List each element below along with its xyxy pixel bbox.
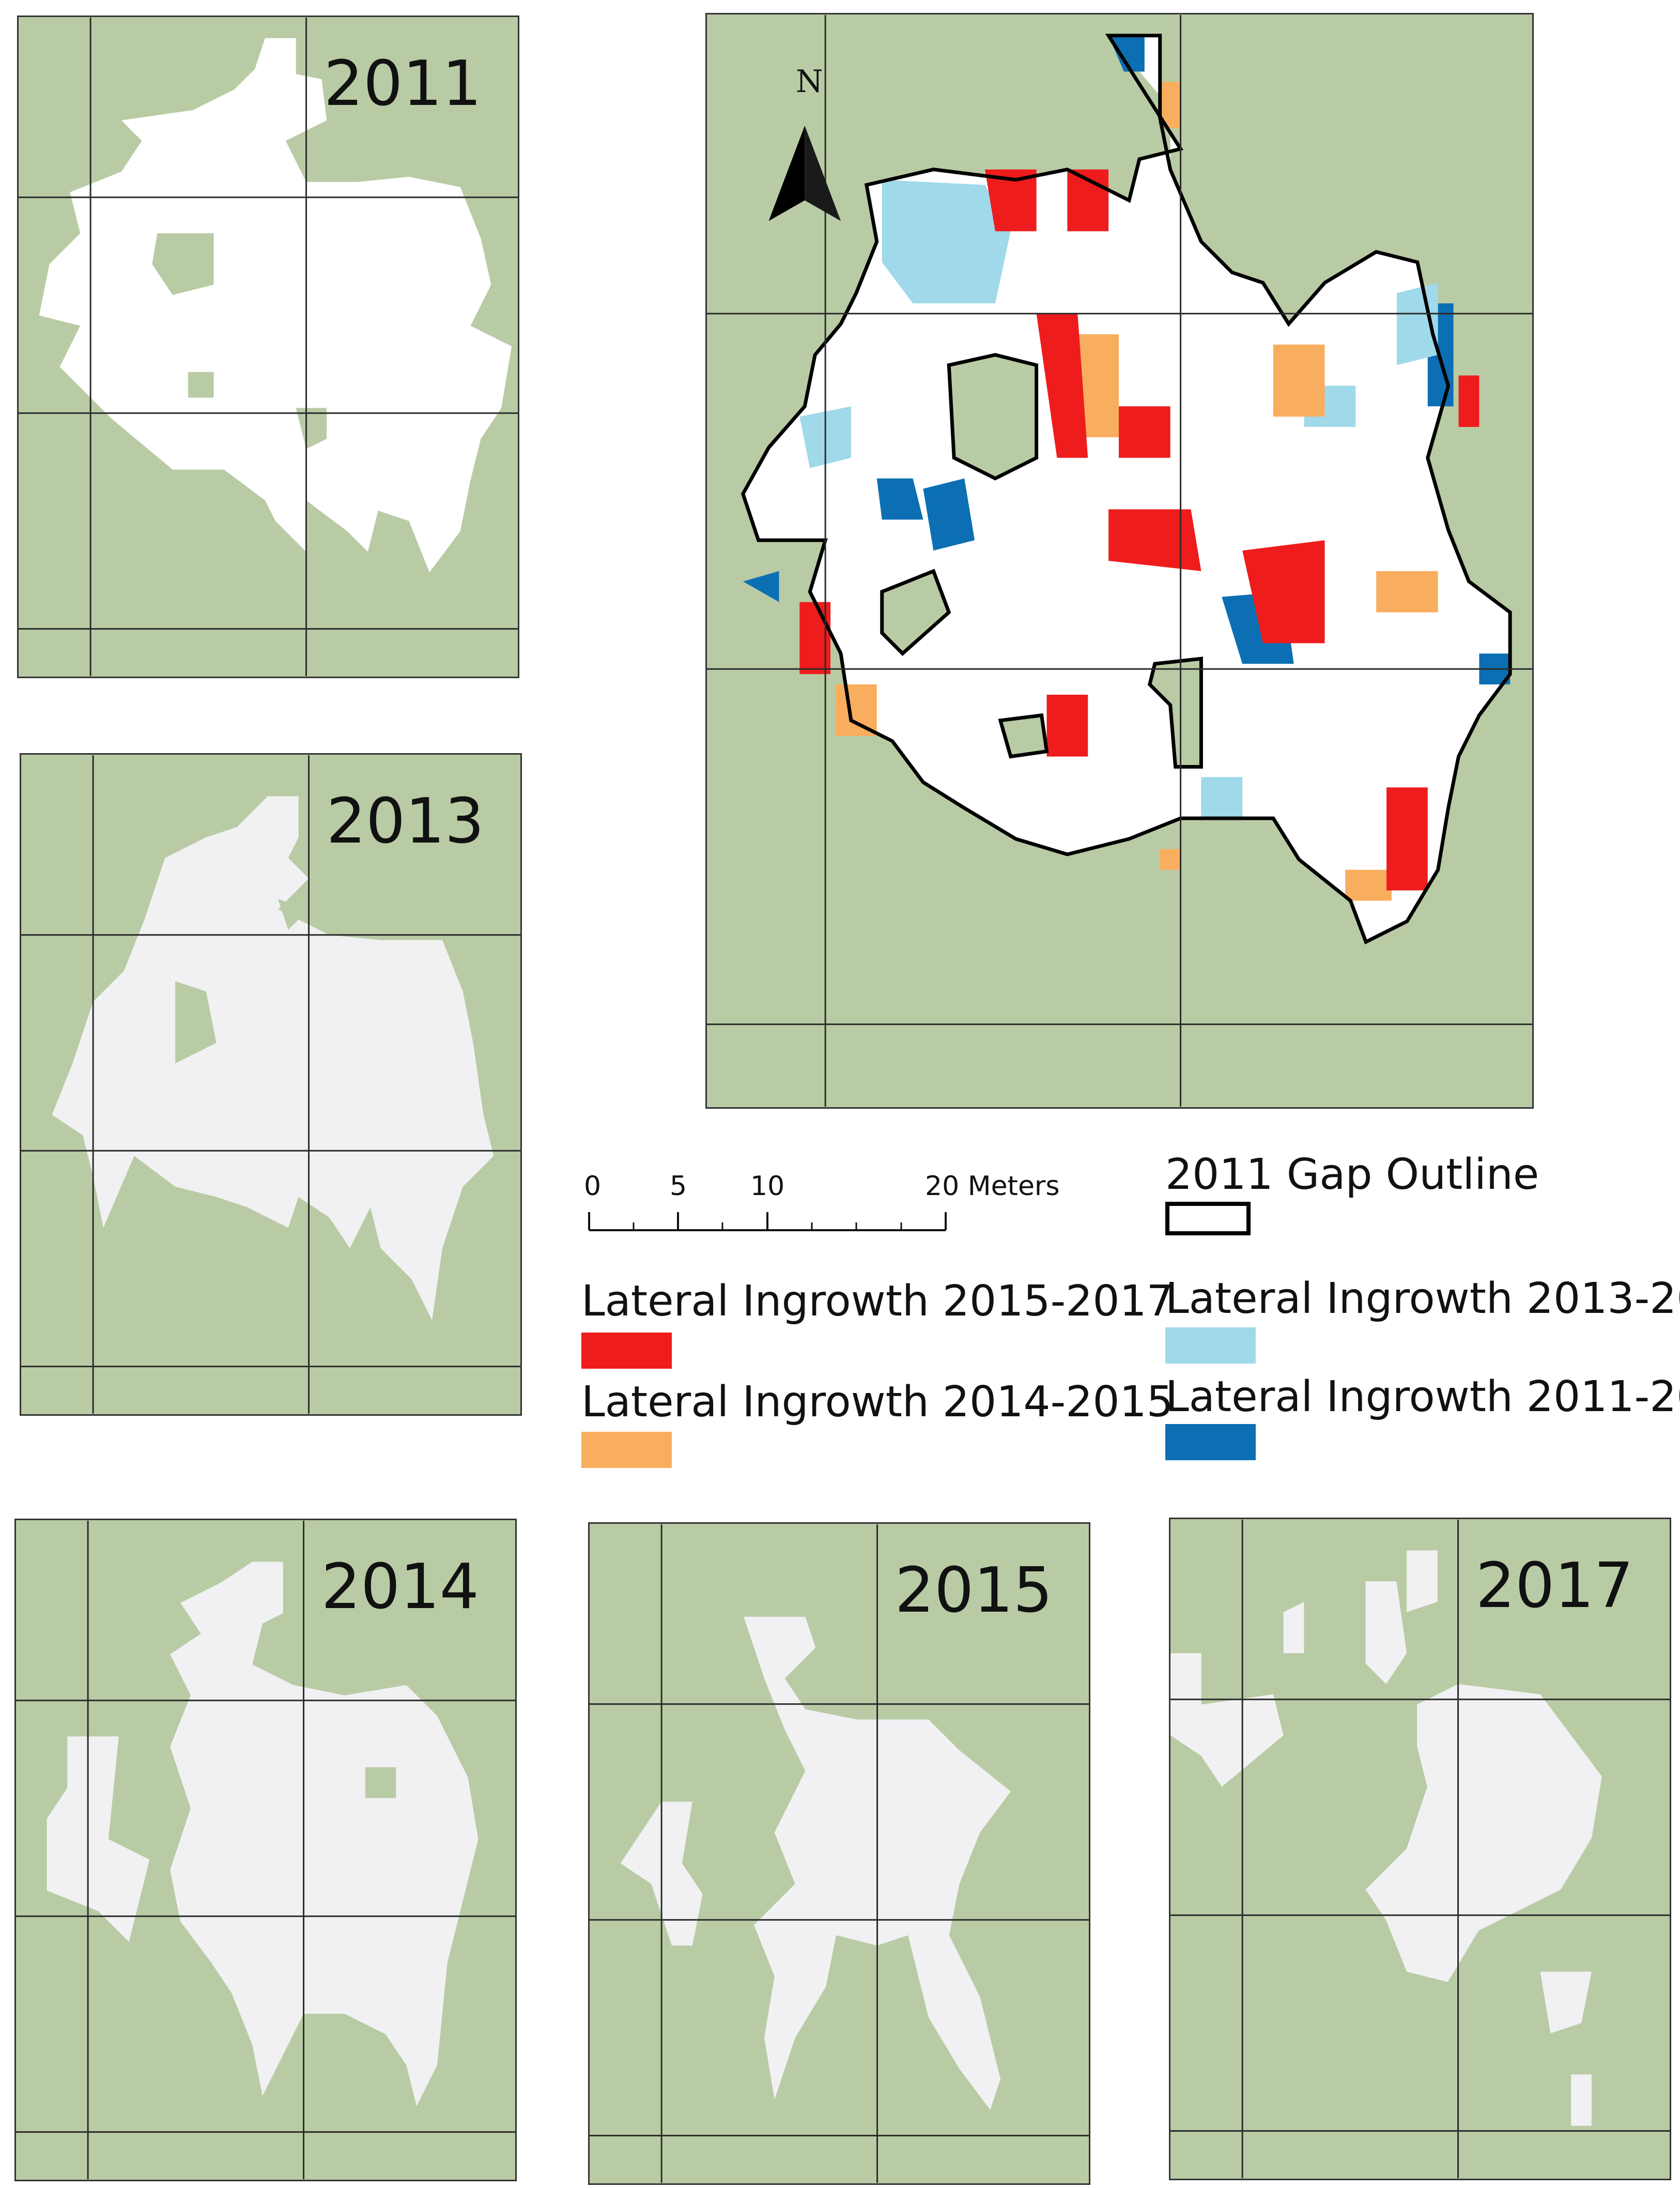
gap-map-2017 xyxy=(1170,1519,1670,2179)
ingrowth-map-canvas xyxy=(707,14,1532,1107)
gap-map-2015 xyxy=(590,1524,1089,2183)
map-panel-2013: 2013 xyxy=(20,753,522,1416)
legend-label-2015-2017: Lateral Ingrowth 2015-2017 xyxy=(581,1277,1174,1326)
legend-swatch-2011-2013 xyxy=(1165,1424,1256,1460)
map-panel-2011: 2011 xyxy=(17,16,519,678)
year-label: 2011 xyxy=(323,48,482,120)
map-panel-2014: 2014 xyxy=(14,1519,517,2181)
year-label: 2013 xyxy=(326,786,484,858)
scale-bar-graphic xyxy=(588,1212,947,1231)
gap-map-2014 xyxy=(16,1520,515,2180)
north-label: N xyxy=(796,64,823,100)
legend-outline-label: 2011 Gap Outline xyxy=(1165,1150,1539,1199)
legend-label-2014-2015: Lateral Ingrowth 2014-2015 xyxy=(581,1378,1174,1427)
legend-swatch-2015-2017 xyxy=(581,1333,672,1369)
map-panel-2017: 2017 xyxy=(1169,1518,1671,2180)
year-label: 2017 xyxy=(1475,1550,1633,1622)
ingrowth-2013-2014-patches xyxy=(799,179,1438,819)
legend-swatch-2014-2015 xyxy=(581,1432,672,1468)
gap-map-2011 xyxy=(19,17,518,677)
scale-bar: 0 5 10 20 Meters xyxy=(584,1163,1070,1241)
ingrowth-2014-2015-patches xyxy=(836,82,1438,901)
scale-tick-0: 0 xyxy=(584,1171,602,1202)
gap-outline-2011 xyxy=(741,34,1512,945)
scale-tick-20-meters: 20 Meters xyxy=(925,1171,1060,1202)
north-arrow-icon xyxy=(768,126,841,221)
scale-tick-10: 10 xyxy=(750,1171,785,1202)
map-panel-2015: 2015 xyxy=(588,1522,1090,2185)
legend-outline-swatch xyxy=(1165,1202,1251,1235)
gap-map-2013 xyxy=(21,755,520,1414)
legend-label-2013-2014: Lateral Ingrowth 2013-2014 xyxy=(1165,1274,1680,1323)
main-ingrowth-map: N xyxy=(705,13,1534,1109)
year-label: 2015 xyxy=(895,1555,1053,1627)
year-label: 2014 xyxy=(321,1551,479,1623)
legend-swatch-2013-2014 xyxy=(1165,1327,1256,1364)
legend-label-2011-2013: Lateral Ingrowth 2011-2013 xyxy=(1165,1372,1680,1421)
scale-tick-5: 5 xyxy=(670,1171,687,1202)
